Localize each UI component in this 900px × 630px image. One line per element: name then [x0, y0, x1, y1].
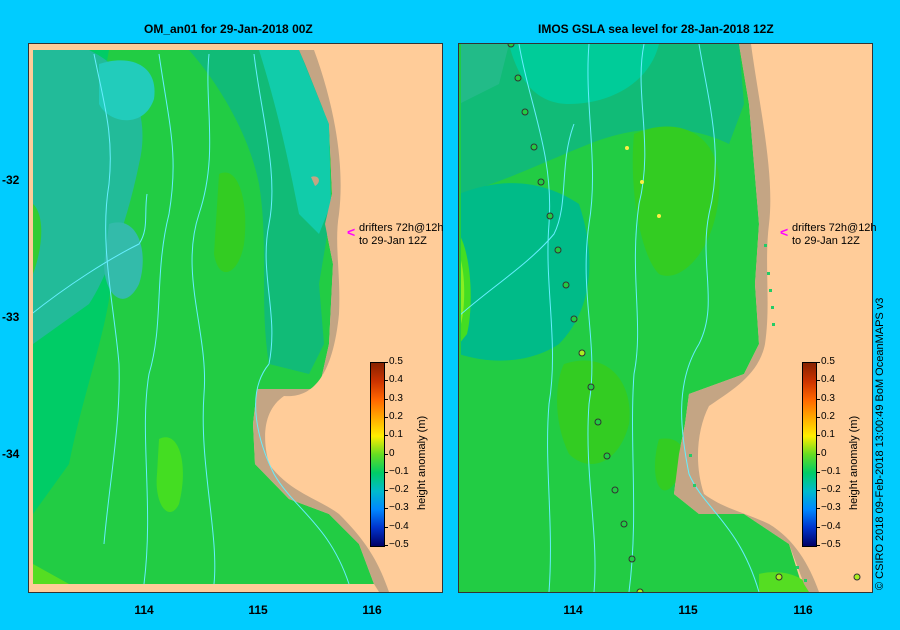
left-map — [28, 43, 443, 593]
left-colorbar: 0.5 0.4 0.3 0.2 0.1 0 −0.1 −0.2 −0.3 −0.4 −0.5 heig… — [370, 357, 440, 550]
left-colorbar-tick-label: −0.3 — [389, 502, 409, 514]
x-tick-116-left: 116 — [362, 603, 382, 617]
credit-text: © CSIRO 2018 09-Feb-2018 13:00:49 BoM Oc… — [874, 297, 886, 590]
left-drifter-annotation: < drifters 72h@12h to 29-Jan 12Z — [347, 222, 444, 248]
left-annotation-line1: drifters 72h@12h — [359, 222, 444, 234]
right-colorbar-tick-label: 0 — [821, 447, 827, 459]
x-tick-114-right: 114 — [563, 603, 583, 617]
right-colorbar-tick-mark — [816, 416, 820, 418]
right-colorbar-tick-mark — [816, 508, 820, 510]
right-panel-title: IMOS GSLA sea level for 28-Jan-2018 12Z — [538, 22, 774, 36]
right-colorbar-tick-label: 0.2 — [821, 410, 835, 422]
left-colorbar-tick-label: −0.5 — [389, 539, 409, 550]
coastal-drifter-markers — [689, 244, 807, 582]
left-colorbar-tick-mark — [384, 398, 388, 400]
left-colorbar-label: height anomaly (m) — [416, 415, 428, 510]
left-colorbar-tick-mark — [384, 380, 388, 382]
right-colorbar-tick-label: 0.1 — [821, 429, 835, 441]
left-colorbar-tick-label: −0.4 — [389, 520, 409, 532]
right-annotation-line1: drifters 72h@12h — [792, 222, 877, 234]
left-colorbar-tick-mark — [384, 362, 388, 363]
right-colorbar-tick-mark — [816, 380, 820, 382]
y-tick-33: -33 — [2, 310, 20, 324]
right-contours — [459, 44, 760, 592]
right-colorbar-tick-mark — [816, 435, 820, 437]
right-map — [458, 43, 873, 593]
y-tick-32: -32 — [2, 173, 20, 187]
right-drifter-annotation: < drifters 72h@12h to 29-Jan 12Z — [780, 222, 877, 248]
right-annotation-arrow: < — [780, 224, 789, 240]
right-annotation-line2: to 29-Jan 12Z — [792, 235, 860, 247]
x-tick-116-right: 116 — [793, 603, 813, 617]
right-colorbar: 0.5 0.4 0.3 0.2 0.1 0 −0.1 −0.2 −0.3 −0.4 −0.5 heig… — [802, 357, 872, 550]
left-colorbar-tick-label: −0.1 — [389, 465, 409, 477]
left-colorbar-tick-mark — [384, 508, 388, 510]
drifter-markers — [507, 44, 861, 592]
right-colorbar-tick-mark — [816, 490, 820, 492]
right-colorbar-tick-label: −0.3 — [821, 502, 841, 514]
left-colorbar-tick-mark — [384, 490, 388, 492]
left-colorbar-tick-label: 0.2 — [389, 410, 403, 422]
right-colorbar-gradient — [802, 362, 817, 547]
right-colorbar-tick-label: −0.1 — [821, 465, 841, 477]
left-colorbar-tick-mark — [384, 416, 388, 418]
x-tick-115-right: 115 — [678, 603, 698, 617]
right-colorbar-tick-label: 0.4 — [821, 374, 835, 386]
x-tick-115-left: 115 — [248, 603, 268, 617]
left-colorbar-tick-mark — [384, 453, 388, 455]
right-colorbar-tick-label: 0.5 — [821, 356, 835, 367]
left-panel-title: OM_an01 for 29-Jan-2018 00Z — [144, 22, 313, 36]
right-colorbar-tick-mark — [816, 545, 820, 546]
right-colorbar-tick-label: −0.5 — [821, 539, 841, 550]
left-colorbar-tick-label: 0.3 — [389, 392, 403, 404]
y-tick-34: -34 — [2, 447, 20, 461]
right-colorbar-tick-mark — [816, 471, 820, 473]
left-colorbar-tick-label: −0.2 — [389, 484, 409, 496]
right-colorbar-tick-label: −0.2 — [821, 484, 841, 496]
small-drifter-markers — [625, 146, 661, 218]
left-colorbar-tick-mark — [384, 471, 388, 473]
left-colorbar-tick-mark — [384, 435, 388, 437]
right-colorbar-label: height anomaly (m) — [848, 415, 860, 510]
right-colorbar-tick-mark — [816, 398, 820, 400]
left-annotation-arrow: < — [347, 224, 356, 240]
left-colorbar-gradient — [370, 362, 385, 547]
left-colorbar-tick-mark — [384, 545, 388, 546]
left-colorbar-tick-label: 0.5 — [389, 356, 403, 367]
right-colorbar-tick-mark — [816, 362, 820, 363]
right-colorbar-tick-mark — [816, 453, 820, 455]
right-colorbar-tick-label: −0.4 — [821, 520, 841, 532]
left-colorbar-tick-mark — [384, 526, 388, 528]
right-colorbar-tick-label: 0.3 — [821, 392, 835, 404]
right-colorbar-tick-mark — [816, 526, 820, 528]
left-colorbar-tick-label: 0.1 — [389, 429, 403, 441]
left-colorbar-tick-label: 0 — [389, 447, 395, 459]
left-colorbar-tick-label: 0.4 — [389, 374, 403, 386]
left-annotation-line2: to 29-Jan 12Z — [359, 235, 427, 247]
x-tick-114-left: 114 — [134, 603, 154, 617]
left-contours — [29, 53, 350, 585]
